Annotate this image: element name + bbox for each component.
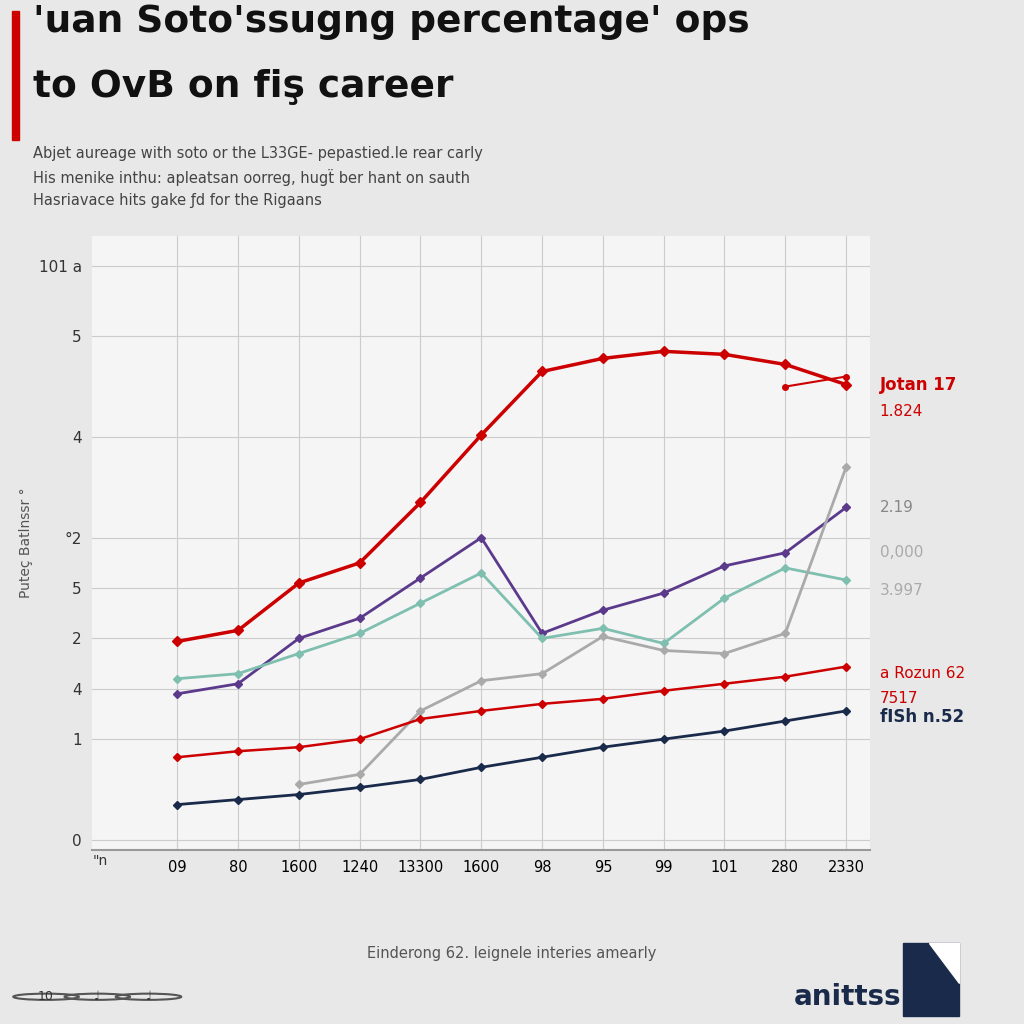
Text: anittss: anittss bbox=[794, 983, 901, 1011]
Text: fISh n.52: fISh n.52 bbox=[880, 708, 964, 726]
Text: "n: "n bbox=[92, 854, 108, 868]
Text: 3.997: 3.997 bbox=[880, 583, 924, 598]
Text: 'uan Soto'ssugng percentage' ops: 'uan Soto'ssugng percentage' ops bbox=[33, 4, 750, 40]
Text: ♩: ♩ bbox=[94, 990, 100, 1004]
Text: 1.824: 1.824 bbox=[880, 404, 923, 419]
Polygon shape bbox=[929, 943, 959, 983]
Text: ♩: ♩ bbox=[145, 990, 152, 1004]
Bar bbox=[12, 10, 19, 139]
Text: a Rozun 62: a Rozun 62 bbox=[880, 667, 965, 681]
Text: 10: 10 bbox=[38, 990, 54, 1004]
Y-axis label: Puteç Batlnssr °: Puteç Batlnssr ° bbox=[19, 487, 33, 598]
Text: 0,000: 0,000 bbox=[880, 546, 923, 560]
Bar bbox=[903, 943, 959, 1016]
Text: Abjet aureage with soto or the L33GE- pepastied.le rear carly
His menike inthu: : Abjet aureage with soto or the L33GE- pe… bbox=[33, 146, 482, 208]
Text: Einderong 62. leignele interies amearly: Einderong 62. leignele interies amearly bbox=[368, 946, 656, 962]
Text: to OvB on fiş career: to OvB on fiş career bbox=[33, 69, 454, 104]
Text: 2.19: 2.19 bbox=[880, 500, 913, 515]
Text: 7517: 7517 bbox=[880, 691, 919, 707]
Text: Jotan 17: Jotan 17 bbox=[880, 376, 956, 393]
